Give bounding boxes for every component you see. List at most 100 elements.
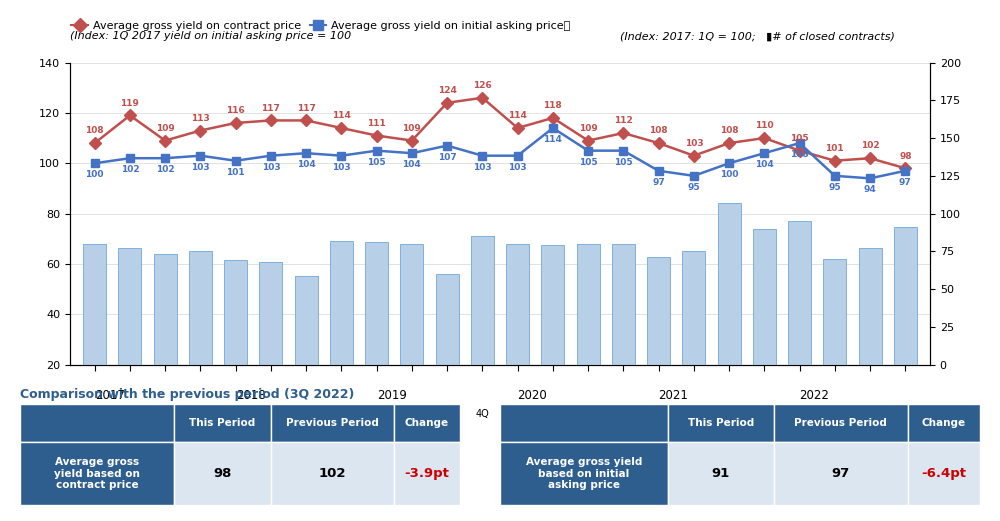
Text: 101: 101: [226, 168, 245, 177]
Text: 4Q: 4Q: [616, 408, 630, 418]
Text: 105: 105: [579, 157, 597, 167]
Text: 2017: 2017: [95, 389, 125, 402]
Bar: [682, 252, 705, 365]
Text: 105: 105: [790, 134, 809, 143]
FancyBboxPatch shape: [394, 404, 460, 442]
Text: 108: 108: [790, 150, 809, 159]
Text: 2020: 2020: [518, 389, 547, 402]
Text: Average gross yield
based on initial
asking price: Average gross yield based on initial ask…: [526, 457, 642, 490]
Text: 3Q: 3Q: [581, 408, 595, 418]
Text: 97: 97: [832, 467, 850, 480]
Bar: [894, 227, 917, 365]
Text: 102: 102: [861, 142, 879, 151]
Text: Average gross
yield based on
contract price: Average gross yield based on contract pr…: [54, 457, 140, 490]
Text: 3Q: 3Q: [863, 408, 877, 418]
Text: 2022: 2022: [800, 389, 829, 402]
FancyBboxPatch shape: [500, 442, 668, 505]
Text: 117: 117: [297, 104, 316, 113]
Text: (Index: 1Q 2017 yield on initial asking price = 100: (Index: 1Q 2017 yield on initial asking …: [70, 31, 351, 41]
Text: (Fiscal year / quarter）: (Fiscal year / quarter）: [816, 425, 930, 435]
Bar: [259, 262, 282, 365]
Text: Change: Change: [405, 418, 449, 428]
Text: :1Q: :1Q: [650, 408, 667, 418]
FancyBboxPatch shape: [20, 442, 174, 505]
FancyBboxPatch shape: [394, 442, 460, 505]
Text: 114: 114: [332, 111, 351, 120]
Bar: [823, 259, 846, 365]
Bar: [788, 221, 811, 365]
FancyBboxPatch shape: [500, 404, 668, 442]
Bar: [471, 237, 494, 365]
Bar: [400, 244, 423, 365]
Text: 102: 102: [156, 165, 174, 174]
FancyBboxPatch shape: [174, 404, 271, 442]
Bar: [83, 244, 106, 365]
Text: 97: 97: [899, 178, 912, 187]
Text: 105: 105: [367, 157, 386, 167]
Bar: [612, 244, 635, 365]
Bar: [577, 244, 600, 365]
Text: 3Q: 3Q: [722, 408, 736, 418]
Text: 103: 103: [332, 163, 351, 171]
Bar: [295, 276, 318, 365]
Text: Change: Change: [922, 418, 966, 428]
Bar: [189, 252, 212, 365]
Text: 103: 103: [473, 163, 492, 171]
Text: 3Q: 3Q: [158, 408, 172, 418]
Text: 108: 108: [85, 127, 104, 135]
Text: 100: 100: [85, 170, 104, 179]
FancyBboxPatch shape: [668, 442, 774, 505]
Text: 104: 104: [297, 160, 316, 169]
Text: 126: 126: [473, 81, 492, 90]
Text: 114: 114: [508, 111, 527, 120]
Bar: [154, 254, 177, 365]
Text: :1Q: :1Q: [791, 408, 808, 418]
Text: 100: 100: [720, 170, 738, 179]
Text: 116: 116: [226, 106, 245, 115]
Text: 103: 103: [262, 163, 280, 171]
FancyBboxPatch shape: [774, 442, 908, 505]
Text: 4Q: 4Q: [757, 408, 771, 418]
Bar: [365, 242, 388, 365]
Text: 111: 111: [367, 119, 386, 128]
Bar: [541, 245, 564, 365]
Text: 103: 103: [191, 163, 210, 171]
Text: 98: 98: [213, 467, 232, 480]
Text: 103: 103: [685, 139, 703, 148]
Text: 4Q: 4Q: [898, 408, 912, 418]
Text: -3.9pt: -3.9pt: [405, 467, 449, 480]
FancyBboxPatch shape: [908, 442, 980, 505]
Text: 102: 102: [121, 165, 139, 174]
Text: (Index: 2017: 1Q = 100;   ▮# of closed contracts): (Index: 2017: 1Q = 100; ▮# of closed con…: [620, 31, 895, 41]
Text: 104: 104: [755, 160, 774, 169]
Text: 114: 114: [543, 135, 562, 144]
Bar: [859, 249, 882, 365]
Bar: [718, 203, 741, 365]
Text: 119: 119: [120, 98, 139, 108]
Text: :1Q: :1Q: [86, 408, 103, 418]
Text: 2019: 2019: [377, 389, 407, 402]
Text: 2Q: 2Q: [264, 408, 278, 418]
Bar: [118, 249, 141, 365]
FancyBboxPatch shape: [174, 442, 271, 505]
FancyBboxPatch shape: [908, 404, 980, 442]
Text: 94: 94: [864, 185, 876, 194]
Text: This Period: This Period: [189, 418, 256, 428]
Text: 2018: 2018: [236, 389, 265, 402]
FancyBboxPatch shape: [20, 404, 174, 442]
Text: :1Q: :1Q: [227, 408, 244, 418]
FancyBboxPatch shape: [668, 404, 774, 442]
Text: Previous Period: Previous Period: [794, 418, 887, 428]
Text: 104: 104: [403, 160, 421, 169]
Text: 97: 97: [652, 178, 665, 187]
FancyBboxPatch shape: [271, 404, 394, 442]
Text: 95: 95: [688, 183, 700, 192]
Text: 109: 109: [579, 124, 597, 133]
Text: 108: 108: [720, 127, 738, 135]
Bar: [330, 241, 353, 365]
Text: 98: 98: [899, 152, 912, 160]
Text: 112: 112: [614, 116, 633, 126]
Text: 105: 105: [614, 157, 633, 167]
Text: 4Q: 4Q: [194, 408, 207, 418]
Text: 3Q: 3Q: [299, 408, 313, 418]
